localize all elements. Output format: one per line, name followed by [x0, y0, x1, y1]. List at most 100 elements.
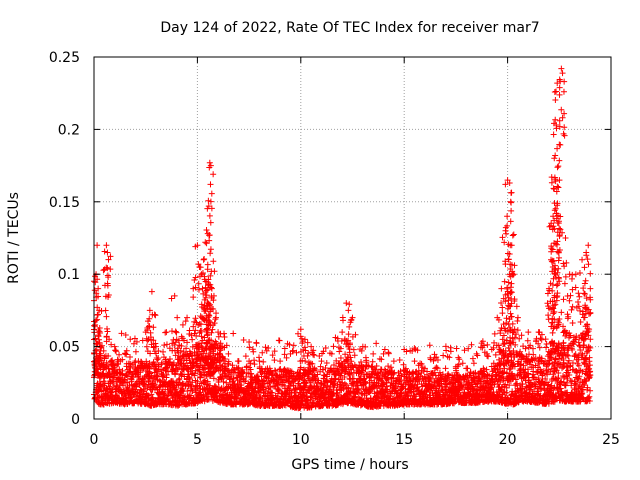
data-point: [266, 379, 273, 386]
data-point: [122, 332, 129, 339]
data-point: [212, 316, 219, 323]
data-point: [440, 352, 447, 359]
data-point: [182, 318, 189, 325]
data-point: [200, 316, 207, 323]
data-point: [271, 357, 278, 364]
data-point: [210, 375, 217, 382]
data-point: [311, 352, 318, 359]
data-point: [426, 342, 433, 349]
data-point: [137, 386, 144, 393]
data-point: [189, 336, 196, 343]
data-point: [102, 307, 109, 314]
data-point: [587, 285, 594, 292]
data-point: [235, 364, 242, 371]
data-point: [281, 351, 288, 358]
data-point: [447, 348, 454, 355]
data-point: [131, 335, 138, 342]
data-point: [235, 358, 242, 365]
data-point: [118, 330, 125, 337]
data-point: [544, 290, 551, 297]
data-point: [281, 345, 288, 352]
data-point: [380, 350, 387, 357]
data-point: [320, 348, 327, 355]
data-point: [411, 358, 418, 365]
data-point: [293, 349, 300, 356]
data-point: [277, 358, 284, 365]
data-point: [259, 349, 266, 356]
data-point: [145, 378, 152, 385]
data-point: [230, 330, 237, 337]
data-point: [545, 316, 552, 323]
data-point: [112, 347, 119, 354]
data-point: [273, 371, 280, 378]
data-point: [509, 232, 516, 239]
data-point: [207, 250, 214, 257]
chart-title: Day 124 of 2022, Rate Of TEC Index for r…: [160, 20, 539, 36]
data-point: [194, 378, 201, 385]
data-point: [508, 199, 515, 206]
data-point: [161, 342, 168, 349]
data-point: [549, 329, 556, 336]
data-point: [556, 177, 563, 184]
data-point: [499, 310, 506, 317]
data-point: [562, 235, 569, 241]
data-point: [261, 378, 268, 385]
data-point: [510, 231, 517, 238]
data-point: [296, 369, 303, 376]
data-point: [470, 360, 477, 367]
data-point: [346, 301, 353, 308]
data-point: [504, 213, 511, 220]
data-point: [503, 315, 510, 322]
data-point: [469, 355, 476, 362]
data-point: [174, 314, 181, 321]
data-point: [253, 340, 260, 347]
data-point: [542, 336, 549, 343]
data-point: [545, 312, 552, 319]
data-point: [271, 348, 278, 355]
data-point: [206, 159, 213, 166]
data-point: [286, 341, 293, 348]
data-point: [145, 392, 152, 399]
data-point: [297, 326, 304, 333]
data-point: [172, 386, 179, 393]
data-point: [199, 337, 206, 344]
data-point: [104, 249, 111, 256]
data-point: [276, 337, 283, 344]
data-point: [499, 304, 506, 311]
data-point: [443, 347, 450, 354]
data-point: [172, 371, 179, 378]
data-point: [378, 356, 385, 363]
data-point: [94, 242, 101, 249]
data-point: [146, 360, 153, 367]
data-point: [169, 328, 176, 335]
data-point: [207, 181, 214, 188]
data-point: [225, 358, 232, 365]
data-point: [184, 314, 191, 321]
data-point: [242, 353, 249, 360]
data-point: [369, 358, 376, 365]
data-point: [148, 288, 155, 295]
data-point: [508, 207, 515, 214]
data-point: [272, 368, 279, 375]
data-point: [94, 311, 101, 318]
data-point: [192, 315, 199, 322]
data-point: [187, 376, 194, 383]
data-point: [119, 356, 126, 363]
data-point: [322, 345, 329, 352]
data-point: [345, 331, 352, 338]
data-point: [265, 345, 272, 351]
data-point: [127, 336, 134, 343]
data-point: [135, 372, 142, 379]
data-point: [396, 356, 403, 363]
data-point: [212, 383, 219, 390]
data-point: [160, 348, 167, 355]
data-point: [503, 230, 510, 237]
data-point: [345, 307, 352, 314]
data-point: [507, 310, 514, 317]
data-point: [346, 323, 353, 330]
data-point: [280, 379, 287, 386]
data-point: [323, 360, 330, 367]
data-point: [418, 360, 425, 367]
data-point: [177, 361, 184, 368]
data-point: [269, 389, 276, 396]
